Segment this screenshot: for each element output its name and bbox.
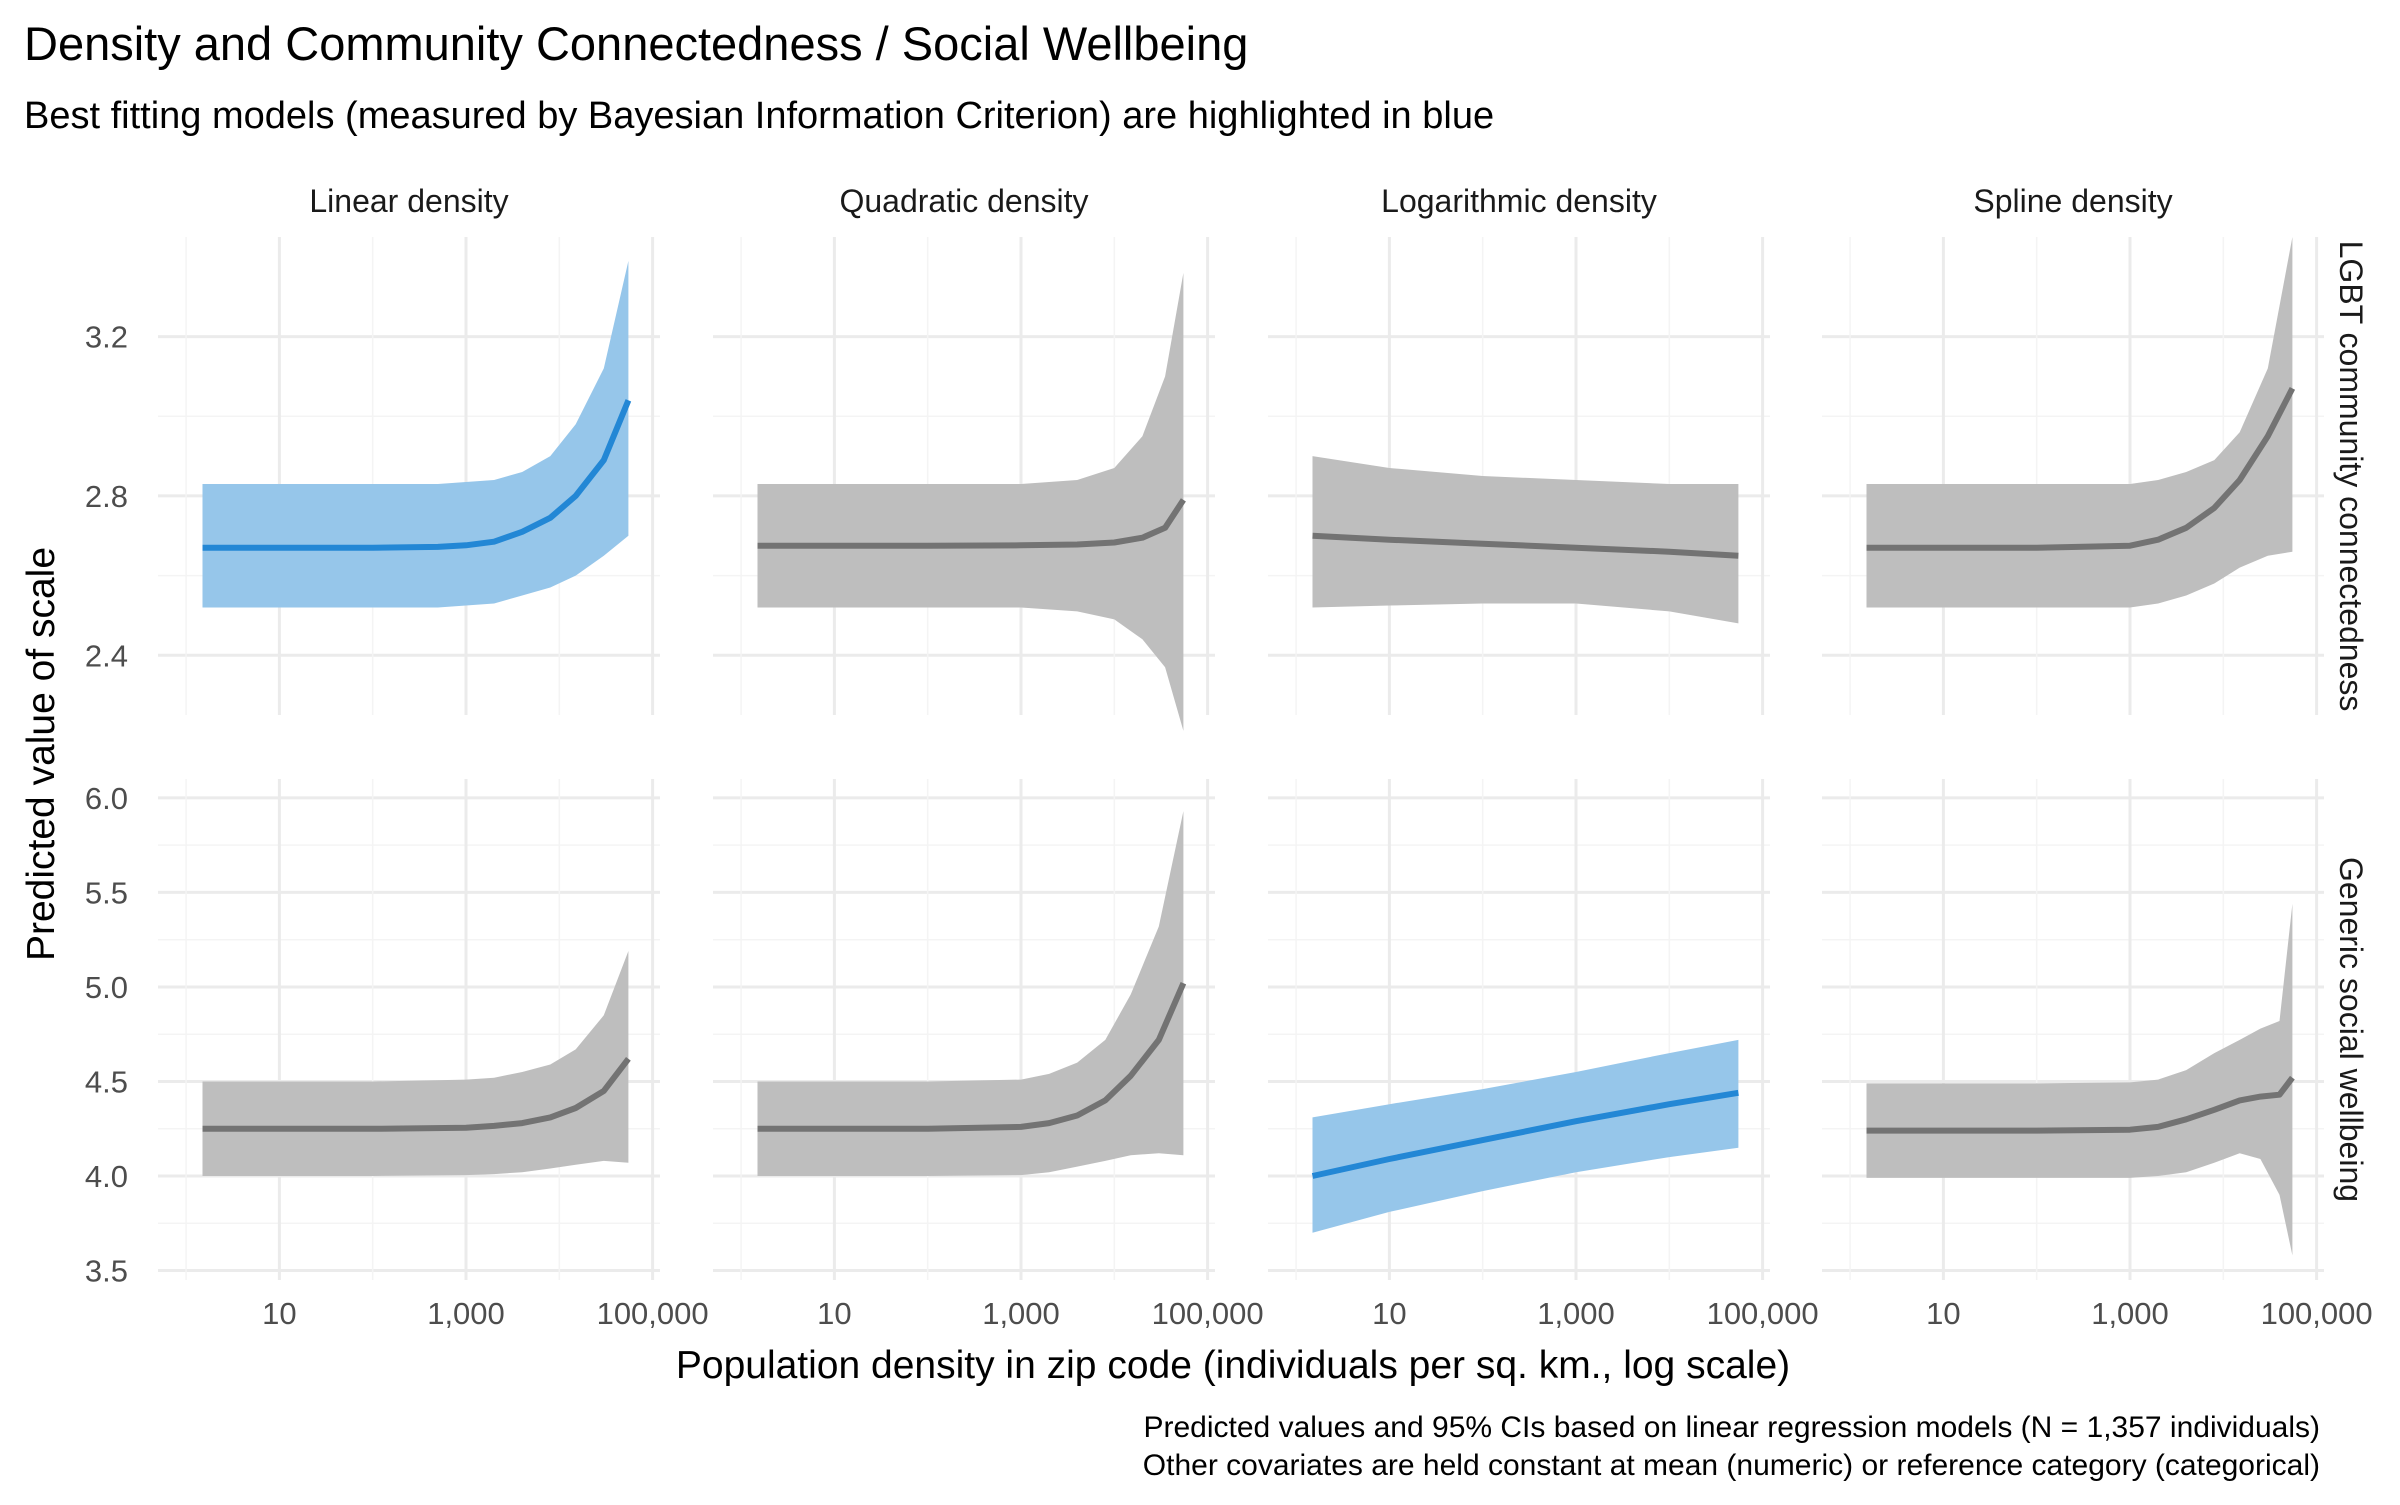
ci-ribbon (202, 260, 629, 608)
ci-ribbon (1312, 456, 1739, 624)
y-tick-label: 3.5 (85, 1254, 128, 1289)
caption-line-1: Predicted values and 95% CIs based on li… (1144, 1411, 2321, 1444)
x-tick-label: 1,000 (982, 1296, 1060, 1331)
y-tick-label: 5.0 (85, 970, 128, 1005)
facet-column-label: Spline density (1973, 183, 2172, 219)
facet-row-label: Generic social wellbeing (2333, 857, 2369, 1202)
facet-panels: 2.4 2.8 3.2 3.5 4.0 4.5 5.0 5.5 6.0 10 1,000 100,00… (85, 183, 2373, 1331)
x-tick-label: 1,000 (427, 1296, 505, 1331)
series-line (202, 1056, 631, 1132)
y-tick-label: 2.4 (85, 638, 128, 673)
x-tick-label: 10 (817, 1296, 851, 1331)
y-tick-label: 2.8 (85, 479, 128, 514)
ci-ribbon (757, 811, 1184, 1176)
x-tick-label: 10 (262, 1296, 296, 1331)
facet-column-label: Linear density (309, 183, 508, 219)
series-line (757, 982, 1187, 1132)
x-tick-label: 1,000 (1537, 1296, 1615, 1331)
x-tick-label: 10 (1926, 1296, 1960, 1331)
caption-line-2: Other covariates are held constant at me… (1143, 1449, 2320, 1482)
y-tick-label: 4.0 (85, 1159, 128, 1194)
series-line (202, 399, 632, 551)
x-tick-label: 100,000 (1152, 1296, 1264, 1331)
x-tick-label: 10 (1372, 1296, 1406, 1331)
y-tick-label: 4.5 (85, 1064, 128, 1099)
y-tick-label: 5.5 (85, 875, 128, 910)
panel-grid (1822, 779, 2324, 1280)
ci-ribbon (1866, 237, 2293, 608)
x-axis-title: Population density in zip code (individu… (676, 1344, 1790, 1387)
chart-title: Density and Community Connectedness / So… (24, 17, 1248, 70)
series-line (1866, 387, 2296, 551)
x-tick-label: 100,000 (1707, 1296, 1819, 1331)
ci-ribbon (757, 272, 1184, 731)
x-tick-label: 1,000 (2091, 1296, 2169, 1331)
x-tick-label: 100,000 (597, 1296, 709, 1331)
x-tick-label: 100,000 (2261, 1296, 2373, 1331)
chart-subtitle: Best fitting models (measured by Bayesia… (24, 95, 1494, 137)
series-line (1866, 1075, 2295, 1134)
facet-column-label: Quadratic density (839, 183, 1088, 219)
y-axis-title: Predicted value of scale (20, 547, 63, 961)
series-line (1311, 1089, 1739, 1179)
ci-ribbon (1866, 903, 2293, 1256)
facet-row-label: LGBT community connectedness (2333, 241, 2369, 712)
series-line (1312, 532, 1739, 559)
panel-grid (158, 779, 660, 1280)
ci-ribbon (202, 951, 629, 1176)
ci-ribbon (1312, 1039, 1739, 1233)
series-line (757, 498, 1186, 549)
facet-column-label: Logarithmic density (1381, 183, 1657, 219)
y-tick-label: 6.0 (85, 781, 128, 816)
y-tick-label: 3.2 (85, 320, 128, 355)
